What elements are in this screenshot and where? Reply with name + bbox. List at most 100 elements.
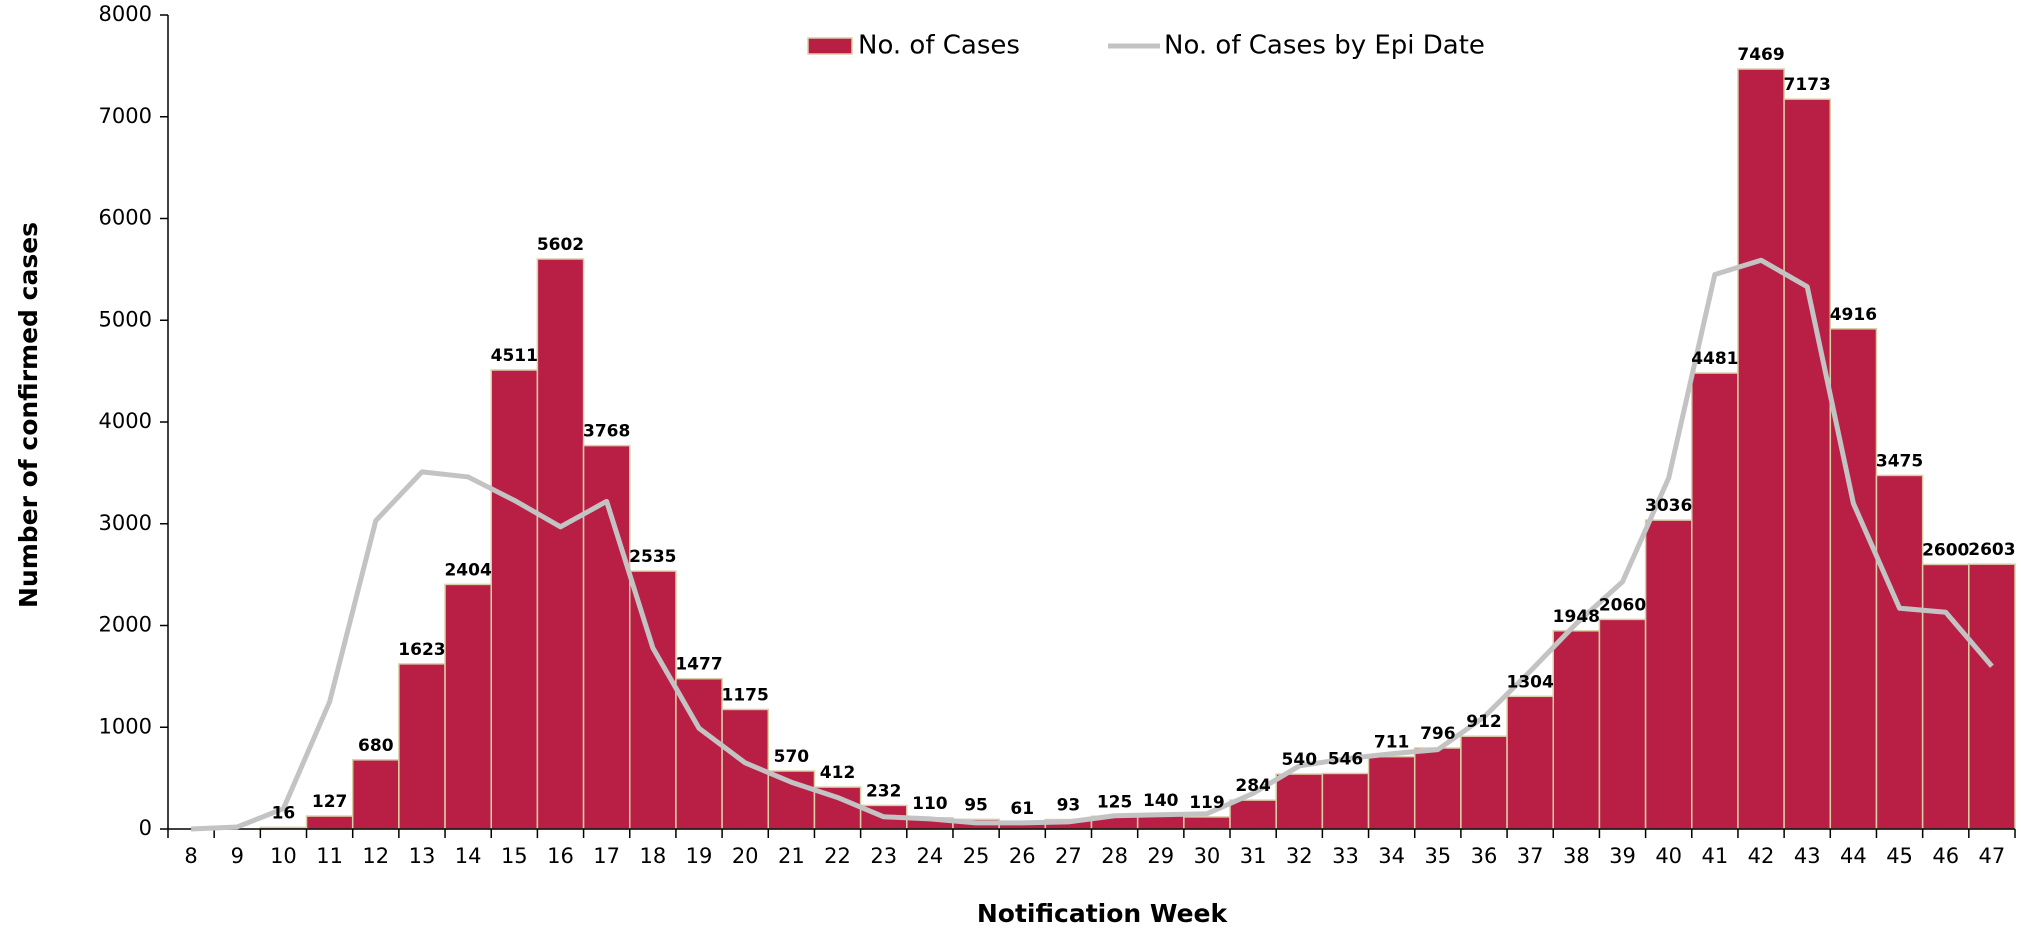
value-label: 2603 [1968, 540, 2015, 560]
x-tick-label: 32 [1286, 844, 1313, 868]
value-label: 4481 [1691, 349, 1738, 369]
y-tick-label: 0 [139, 816, 152, 840]
x-tick-label: 47 [1979, 844, 2006, 868]
bar [305, 815, 354, 830]
x-tick-label: 15 [501, 844, 528, 868]
x-tick-label: 34 [1378, 844, 1405, 868]
x-tick-label: 42 [1748, 844, 1775, 868]
y-axis-label: Number of confirmed cases [14, 222, 43, 608]
legend-swatch [807, 37, 853, 55]
bar [1321, 772, 1370, 830]
x-tick-label: 22 [824, 844, 851, 868]
value-label: 125 [1097, 792, 1133, 812]
bar [1875, 474, 1924, 830]
value-label: 16 [272, 803, 296, 823]
value-label: 2535 [629, 547, 676, 567]
value-label: 3036 [1645, 496, 1692, 516]
bar [1229, 799, 1277, 830]
x-tick-label: 39 [1609, 844, 1636, 868]
x-tick-label: 10 [270, 844, 297, 868]
value-label: 4511 [491, 346, 538, 366]
value-label: 711 [1374, 733, 1410, 753]
value-label: 3475 [1876, 451, 1923, 471]
y-tick-label: 6000 [99, 206, 152, 230]
x-tick-label: 25 [963, 844, 990, 868]
x-tick-label: 21 [778, 844, 805, 868]
x-tick-label: 36 [1471, 844, 1498, 868]
x-tick-label: 17 [593, 844, 620, 868]
x-tick-label: 29 [1147, 844, 1174, 868]
x-tick-label: 23 [870, 844, 897, 868]
value-label: 3768 [583, 422, 630, 442]
x-tick-label: 27 [1055, 844, 1082, 868]
value-label: 1623 [398, 640, 445, 660]
value-label: 546 [1328, 749, 1364, 769]
bar [1968, 563, 2016, 830]
value-label: 7173 [1784, 75, 1831, 95]
x-tick-label: 45 [1886, 844, 1913, 868]
value-label: 95 [964, 795, 988, 815]
x-tick-label: 16 [547, 844, 574, 868]
value-label: 7469 [1737, 45, 1784, 65]
bar [1183, 816, 1231, 830]
value-label: 4916 [1830, 305, 1877, 325]
value-label: 680 [358, 736, 394, 756]
x-tick-label: 9 [231, 844, 244, 868]
x-tick-label: 28 [1101, 844, 1128, 868]
value-label: 110 [912, 794, 948, 814]
bar [1413, 747, 1462, 830]
value-label: 140 [1143, 791, 1179, 811]
x-tick-label: 46 [1932, 844, 1959, 868]
bar [398, 663, 446, 830]
y-tick-label: 8000 [99, 2, 152, 26]
bar [629, 570, 677, 830]
value-label: 284 [1235, 776, 1271, 796]
bar [1552, 630, 1601, 830]
x-tick-label: 33 [1332, 844, 1359, 868]
y-tick-label: 7000 [99, 104, 152, 128]
x-tick-label: 41 [1701, 844, 1728, 868]
x-tick-label: 14 [455, 844, 482, 868]
bar [351, 759, 400, 830]
legend-label: No. of Cases [858, 31, 1020, 61]
x-tick-label: 12 [362, 844, 389, 868]
x-tick-label: 30 [1194, 844, 1221, 868]
y-tick-label: 2000 [99, 613, 152, 637]
bar [490, 369, 539, 830]
bar [1460, 735, 1508, 830]
x-axis-label: Notification Week [977, 899, 1229, 928]
value-label: 1175 [722, 685, 769, 705]
x-tick-label: 13 [409, 844, 436, 868]
value-label: 1477 [675, 655, 722, 675]
bar [1829, 328, 1878, 830]
bar [1367, 755, 1416, 830]
value-label: 232 [866, 781, 902, 801]
x-tick-label: 24 [917, 844, 944, 868]
x-tick-label: 26 [1009, 844, 1036, 868]
value-label: 119 [1189, 793, 1225, 813]
value-label: 1948 [1553, 607, 1600, 627]
bar [1691, 372, 1739, 830]
bar [1275, 773, 1324, 830]
bar [1783, 98, 1832, 830]
x-tick-label: 11 [316, 844, 343, 868]
y-tick-label: 1000 [99, 714, 152, 738]
x-tick-label: 31 [1240, 844, 1267, 868]
y-tick-label: 4000 [99, 409, 152, 433]
line [190, 257, 1994, 832]
value-label: 61 [1010, 799, 1034, 819]
value-label: 412 [820, 763, 856, 783]
value-label: 2600 [1922, 540, 1969, 560]
y-tick-label: 5000 [99, 307, 152, 331]
x-tick-label: 44 [1840, 844, 1867, 868]
value-label: 5602 [537, 235, 584, 255]
x-tick-label: 19 [686, 844, 713, 868]
value-label: 796 [1420, 724, 1456, 744]
x-tick-label: 18 [639, 844, 666, 868]
value-label: 540 [1282, 750, 1318, 770]
legend-label: No. of Cases by Epi Date [1164, 31, 1485, 61]
x-tick-label: 35 [1424, 844, 1451, 868]
bar [1921, 563, 1970, 830]
value-label: 2060 [1599, 595, 1646, 615]
